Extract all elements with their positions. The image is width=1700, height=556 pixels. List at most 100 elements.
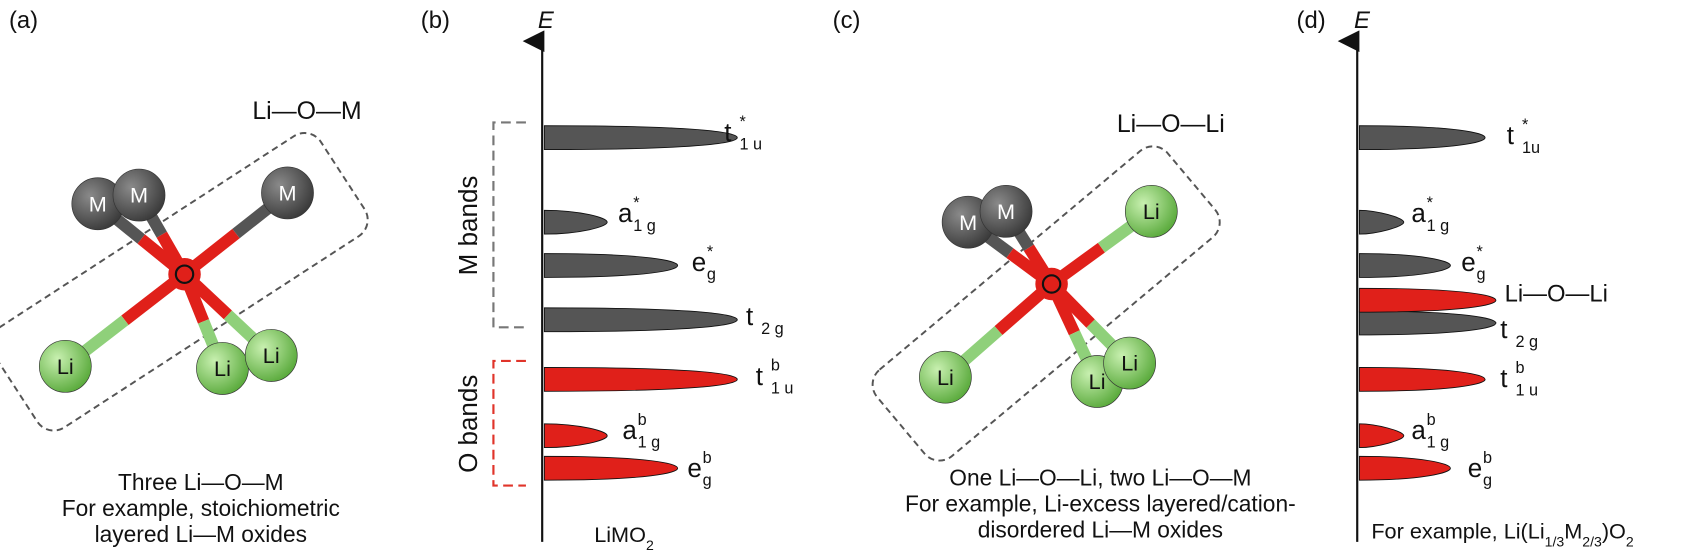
level-label: e xyxy=(1468,453,1482,483)
panel-label: (a) xyxy=(9,7,38,34)
panel-label: (d) xyxy=(1297,7,1326,34)
panel-label: (c) xyxy=(833,7,861,34)
level-sub: 1 g xyxy=(1427,434,1450,452)
oxygen-atom xyxy=(1035,267,1068,301)
level-label: a xyxy=(618,198,633,228)
level-sup: * xyxy=(1476,243,1483,261)
level-label: t xyxy=(724,117,732,147)
level-label: a xyxy=(1411,198,1426,228)
lithium-atom xyxy=(1103,336,1156,390)
band xyxy=(1358,310,1497,336)
level-sup: b xyxy=(703,449,712,467)
caption: LiMO2 xyxy=(594,522,654,553)
group-label: M bands xyxy=(453,176,483,276)
level-sub: g xyxy=(703,472,712,490)
lithium-atom xyxy=(244,329,298,382)
caption: For example, stoichiometric xyxy=(62,495,340,521)
level-sub: 1 g xyxy=(638,434,661,452)
atom-label: M xyxy=(130,183,148,208)
axis-label: E xyxy=(538,7,555,34)
caption-part: M xyxy=(1564,519,1582,544)
atom-label: M xyxy=(89,191,107,216)
level-sup: * xyxy=(1427,194,1434,212)
level-sub: 1 u xyxy=(1515,382,1538,400)
level-sup: * xyxy=(633,194,640,212)
level-label: t xyxy=(1500,314,1508,344)
bond-box xyxy=(871,145,1221,462)
band xyxy=(543,253,679,278)
level-sub: 1u xyxy=(1522,139,1540,157)
caption-sub: 2 xyxy=(646,537,654,553)
atom-label: Li xyxy=(1089,369,1106,394)
band xyxy=(1358,455,1451,481)
level-sub: 1 u xyxy=(739,136,762,154)
level-sub: 2 g xyxy=(1515,333,1538,351)
level-sup: * xyxy=(1522,116,1529,134)
band xyxy=(543,423,608,449)
level-label: t xyxy=(756,361,764,391)
level-sub: 1 u xyxy=(771,379,794,397)
caption: disordered Li—M oxides xyxy=(978,517,1223,543)
axis-label: E xyxy=(1354,7,1371,34)
level-label: a xyxy=(622,415,637,445)
band xyxy=(543,209,608,235)
caption: For example, Li-excess layered/cation- xyxy=(905,491,1296,517)
level-sup: b xyxy=(1483,449,1492,467)
atom-label: Li xyxy=(1121,351,1138,376)
m-bracket xyxy=(492,121,526,329)
band xyxy=(543,307,738,333)
level-sup: b xyxy=(638,411,647,429)
level-label: t xyxy=(1507,120,1515,150)
caption-sub: 2/3 xyxy=(1582,534,1602,550)
structure-title: Li—O—Li xyxy=(1117,110,1225,138)
lithium-atom xyxy=(919,350,972,404)
metal-atom xyxy=(261,166,314,220)
level-sup: * xyxy=(707,243,714,261)
level-label: e xyxy=(1461,247,1475,277)
level-sup: b xyxy=(1515,359,1524,377)
band xyxy=(1358,287,1497,313)
caption: Three Li—O—M xyxy=(118,469,284,495)
level-sub: g xyxy=(707,266,716,284)
caption-part: )O xyxy=(1602,519,1626,544)
metal-atom xyxy=(112,168,166,222)
atom-label: Li xyxy=(263,343,280,368)
band xyxy=(543,125,738,151)
level-sup: b xyxy=(1427,411,1436,429)
band xyxy=(1358,125,1486,151)
band xyxy=(1358,423,1405,449)
oxygen-atom xyxy=(168,257,201,291)
oxygen-ring xyxy=(1041,274,1062,294)
o-bracket xyxy=(492,359,526,487)
level-label: a xyxy=(1411,415,1426,445)
metal-atom xyxy=(979,185,1033,238)
caption: For example, Li(Li1/3M2/3)O2 xyxy=(1371,519,1634,550)
level-label: t xyxy=(746,301,754,331)
atom-label: M xyxy=(278,181,296,206)
band xyxy=(1358,366,1486,392)
lithium-atom xyxy=(1124,185,1178,238)
level-label: t xyxy=(1500,363,1508,393)
panel-label: (b) xyxy=(421,7,450,34)
caption-part: LiMO xyxy=(594,522,646,547)
atom-label: Li xyxy=(937,365,954,390)
bond-box xyxy=(0,132,369,432)
group-label: O bands xyxy=(453,375,483,473)
level-sub: 2 g xyxy=(761,320,784,338)
level-label: e xyxy=(692,247,706,277)
level-label: e xyxy=(687,453,701,483)
atom-label: M xyxy=(997,199,1015,224)
caption-sub: 1/3 xyxy=(1545,534,1565,550)
atom-label: Li xyxy=(57,354,74,379)
level-sub: g xyxy=(1476,266,1485,284)
level-sup: * xyxy=(739,113,746,131)
level-sub: 1 g xyxy=(1427,217,1450,235)
lithium-atom xyxy=(38,339,92,393)
band xyxy=(543,366,738,392)
caption: One Li—O—Li, two Li—O—M xyxy=(949,465,1251,491)
band-label: Li—O—Li xyxy=(1505,280,1608,307)
caption-sub: 2 xyxy=(1626,534,1634,550)
band xyxy=(543,455,679,481)
